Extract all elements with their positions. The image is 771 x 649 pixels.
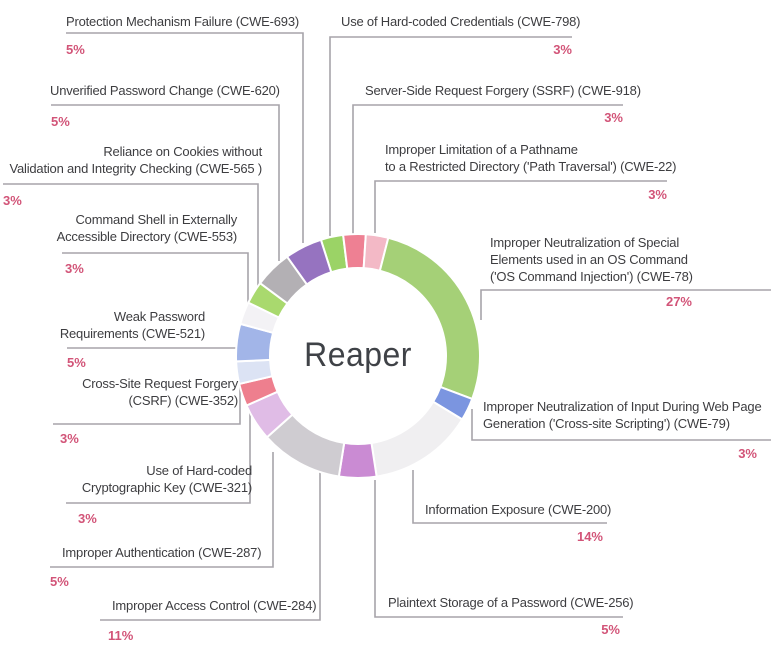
segment-label-line: Improper Neutralization of Special (490, 235, 680, 250)
segment-percent-cwe-79: 3% (738, 446, 757, 461)
chart-center-label: Reaper (304, 336, 412, 374)
segment-label-cwe-693: Protection Mechanism Failure (CWE-693) (66, 13, 299, 30)
segment-percent-cwe-321: 3% (78, 511, 97, 526)
segment-label-line: Use of Hard-coded Credentials (CWE-798) (341, 14, 581, 29)
segment-label-line: Generation ('Cross-site Scripting') (CWE… (483, 416, 730, 431)
segment-percent-cwe-798: 3% (553, 42, 572, 57)
segment-label-line: Command Shell in Externally (75, 212, 237, 227)
segment-label-cwe-78: Improper Neutralization of Special Elemen… (490, 234, 693, 285)
label-connector-cwe-798 (329, 36, 572, 236)
segment-label-line: ('OS Command Injection') (CWE-78) (490, 269, 693, 284)
segment-label-line: Validation and Integrity Checking (CWE-5… (9, 161, 262, 176)
segment-label-cwe-798: Use of Hard-coded Credentials (CWE-798) (341, 13, 580, 30)
segment-label-line: Improper Access Control (CWE-284) (112, 598, 317, 613)
segment-label-cwe-553: Command Shell in Externally Accessible Di… (56, 211, 238, 245)
segment-percent-cwe-287: 5% (50, 574, 69, 589)
segment-percent-cwe-620: 5% (51, 114, 70, 129)
segment-label-line: Cross-Site Request Forgery (82, 376, 238, 391)
segment-label-cwe-256: Plaintext Storage of a Password (CWE-256… (388, 594, 634, 611)
segment-label-line: Plaintext Storage of a Password (CWE-256… (388, 595, 634, 610)
label-connector-cwe-352 (53, 382, 241, 425)
segment-percent-cwe-352: 3% (60, 431, 79, 446)
segment-label-line: Server-Side Request Forgery (SSRF) (CWE-… (365, 83, 641, 98)
segment-label-line: Protection Mechanism Failure (CWE-693) (66, 14, 299, 29)
label-connector-cwe-565 (3, 183, 259, 291)
segment-percent-cwe-693: 5% (66, 42, 85, 57)
label-connector-cwe-78 (480, 289, 771, 320)
label-connector-cwe-553 (62, 252, 249, 307)
segment-label-cwe-918: Server-Side Request Forgery (SSRF) (CWE-… (365, 82, 641, 99)
segment-label-cwe-620: Unverified Password Change (CWE-620) (50, 82, 280, 99)
segment-percent-cwe-256: 5% (601, 622, 620, 637)
label-connector-cwe-693 (66, 32, 304, 243)
segment-label-cwe-521: Weak Password Requirements (CWE-521) (60, 308, 205, 342)
segment-label-line: Accessible Directory (CWE-553) (56, 229, 238, 244)
label-connector-cwe-284 (100, 469, 321, 621)
donut-segment-cwe-256 (337, 441, 378, 479)
segment-label-line: Information Exposure (CWE-200) (425, 502, 612, 517)
label-connector-cwe-321 (66, 404, 251, 504)
segment-percent-cwe-565: 3% (3, 193, 22, 208)
segment-label-line: Use of Hard-coded (146, 463, 252, 478)
segment-label-line: Cryptographic Key (CWE-321) (81, 480, 252, 495)
donut-segment-cwe-693 (285, 238, 333, 286)
label-connector-cwe-79 (471, 409, 771, 441)
segment-percent-cwe-22: 3% (648, 187, 667, 202)
segment-percent-cwe-78: 27% (665, 294, 692, 309)
label-connector-cwe-287 (50, 452, 274, 568)
segment-label-cwe-321: Use of Hard-coded Cryptographic Key (CWE-… (82, 462, 252, 496)
segment-percent-cwe-918: 3% (604, 110, 623, 125)
segment-label-cwe-284: Improper Access Control (CWE-284) (112, 597, 317, 614)
segment-percent-cwe-284: 11% (108, 628, 134, 643)
label-connector-cwe-22 (374, 180, 667, 233)
label-connector-cwe-918 (352, 104, 623, 234)
label-connector-cwe-200 (412, 470, 607, 524)
segment-percent-cwe-200: 14% (576, 529, 603, 544)
segment-label-cwe-565: Reliance on Cookies without Validation an… (9, 143, 262, 177)
segment-label-cwe-79: Improper Neutralization of Input During … (483, 398, 762, 432)
segment-label-line: (CSRF) (CWE-352) (128, 393, 239, 408)
label-connector-cwe-256 (374, 480, 623, 618)
segment-label-line: Requirements (CWE-521) (59, 326, 205, 341)
segment-label-cwe-287: Improper Authentication (CWE-287) (62, 544, 262, 561)
segment-label-line: Improper Limitation of a Pathname (385, 142, 578, 157)
segment-label-cwe-352: Cross-Site Request Forgery (CSRF) (CWE-35… (82, 375, 238, 409)
segment-label-line: Improper Neutralization of Input During … (483, 399, 762, 414)
donut-segment-cwe-200 (370, 400, 464, 478)
donut-segment-cwe-918 (342, 233, 367, 270)
segment-label-line: Improper Authentication (CWE-287) (62, 545, 262, 560)
segment-label-line: Unverified Password Change (CWE-620) (50, 83, 280, 98)
segment-percent-cwe-521: 5% (67, 355, 86, 370)
segment-label-line: Elements used in an OS Command (490, 252, 688, 267)
segment-label-cwe-200: Information Exposure (CWE-200) (425, 501, 611, 518)
segment-label-cwe-22: Improper Limitation of a Pathname to a Re… (385, 141, 676, 175)
segment-label-line: Reliance on Cookies without (103, 144, 262, 159)
segment-label-line: Weak Password (113, 309, 205, 324)
segment-label-line: to a Restricted Directory ('Path Travers… (385, 159, 677, 174)
label-connector-cwe-620 (51, 104, 280, 261)
segment-percent-cwe-553: 3% (65, 261, 84, 276)
